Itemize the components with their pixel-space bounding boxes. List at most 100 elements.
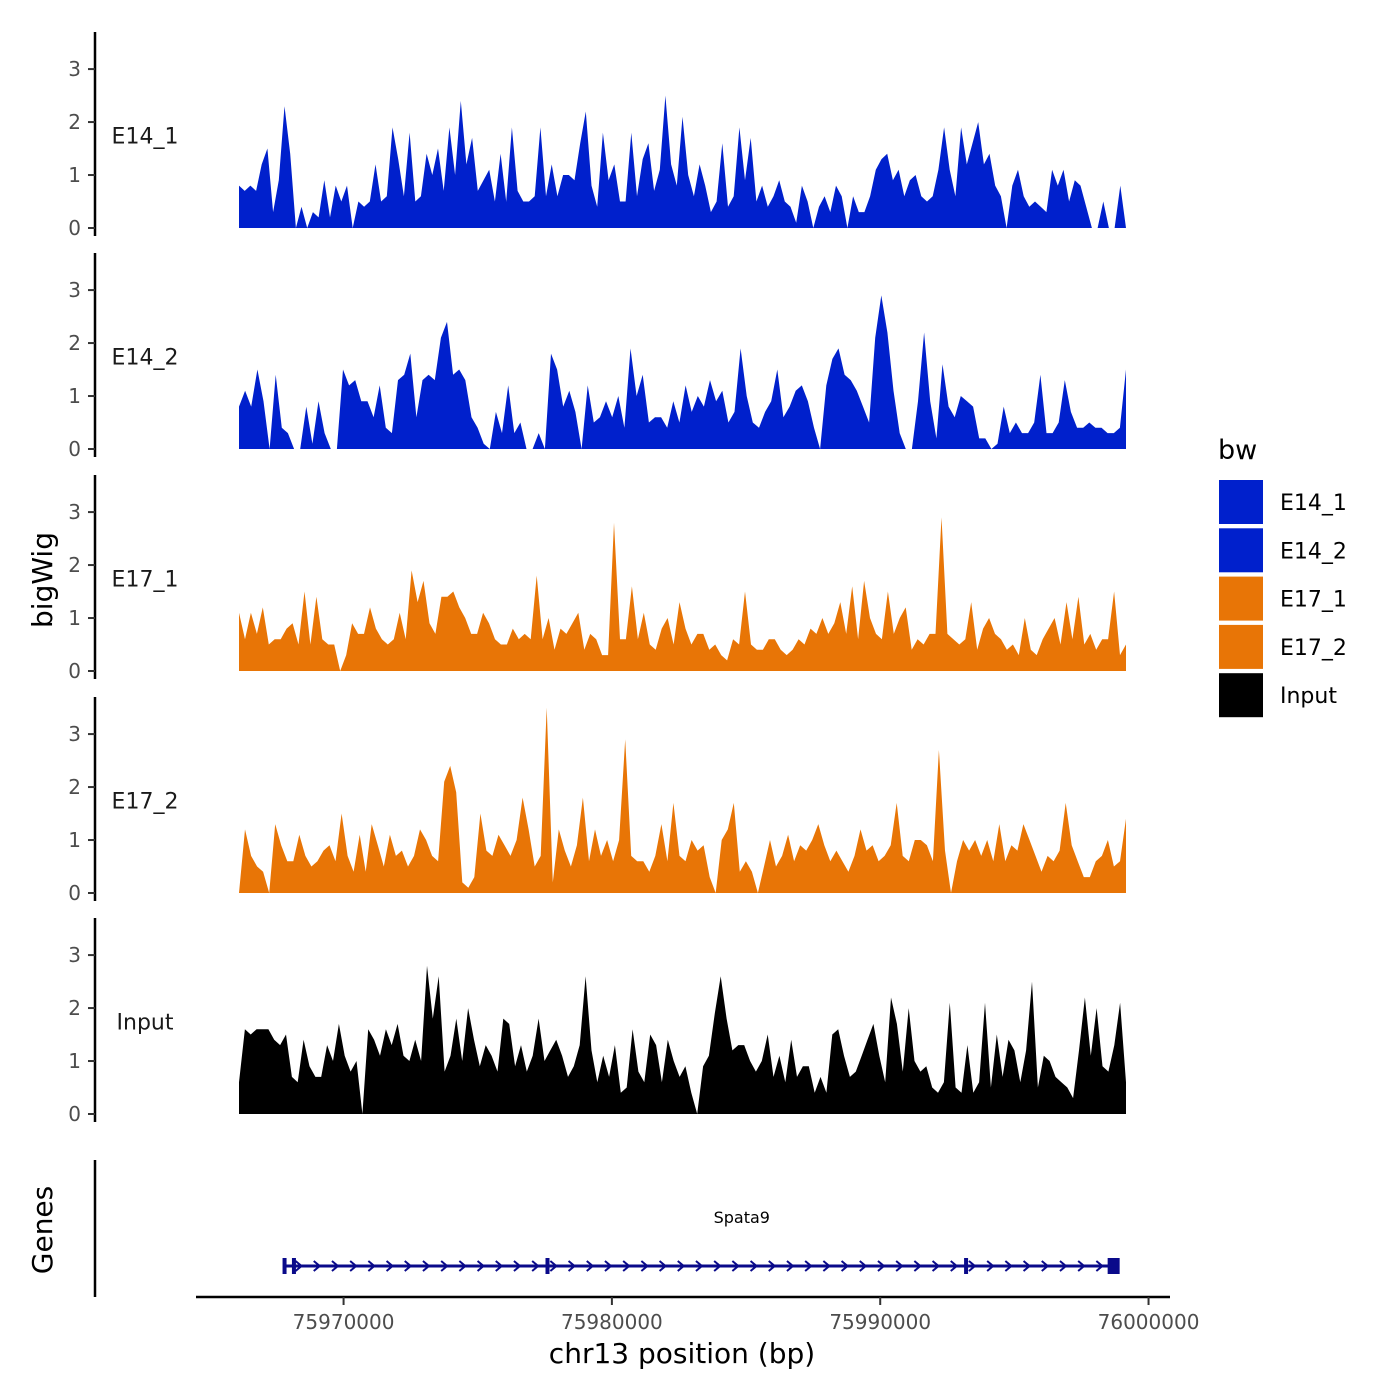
- strand-arrow: [476, 1260, 486, 1272]
- x-tick-label: 75970000: [293, 1310, 395, 1334]
- strand-arrow: [549, 1260, 558, 1272]
- legend-swatch: [1219, 480, 1263, 524]
- legend-swatch: [1219, 673, 1263, 718]
- strand-arrow: [677, 1260, 686, 1272]
- y-tick-label: 2: [68, 110, 81, 134]
- track-E17_2: 0 1 2 3 E17_2: [68, 697, 1126, 905]
- strand-arrow: [731, 1260, 740, 1272]
- strand-arrow: [840, 1260, 850, 1272]
- strand-arrow: [404, 1260, 413, 1272]
- strand-arrow: [1077, 1260, 1086, 1272]
- gene-panel: Spata9: [93, 1160, 1120, 1297]
- area-Input: [239, 965, 1126, 1114]
- y-tick-label: 0: [68, 1102, 81, 1126]
- x-axis: 75970000 75980000 75990000 76000000: [196, 1295, 1200, 1334]
- track-label: E14_1: [112, 124, 179, 149]
- y-tick-label: 3: [68, 57, 81, 81]
- exon: [291, 1258, 296, 1274]
- track-label: E17_1: [112, 567, 179, 592]
- y-tick-label: 1: [68, 384, 81, 408]
- track-panels: 0 1 2 3 E14_1 0 1 2 3 E14_2 0 1 2 3 E17_1 0 1 2 3 E17_2 0 1 2 3…: [68, 32, 1126, 1126]
- strand-arrow: [695, 1260, 704, 1272]
- y-tick-label: 2: [68, 775, 81, 799]
- legend-swatch: [1219, 576, 1263, 621]
- track-label: E17_2: [112, 789, 179, 814]
- gene-label: Spata9: [714, 1208, 770, 1227]
- area-E14_1: [239, 95, 1126, 228]
- legend-label: E14_1: [1280, 491, 1347, 516]
- legend-entry-E17_2: E17_2: [1219, 624, 1347, 669]
- legend-label: E14_2: [1280, 539, 1347, 564]
- legend-title: bw: [1218, 435, 1257, 466]
- y-tick-label: 3: [68, 722, 81, 746]
- strand-arrow: [968, 1260, 977, 1272]
- strand-arrow: [713, 1260, 722, 1272]
- track-E17_1: 0 1 2 3 E17_1: [68, 475, 1126, 683]
- legend-entry-Input: Input: [1219, 673, 1337, 718]
- strand-arrow: [640, 1260, 649, 1272]
- strand-arrow: [1095, 1260, 1104, 1272]
- strand-arrow: [513, 1260, 522, 1272]
- area-E17_1: [239, 517, 1126, 671]
- strand-arrow: [586, 1260, 595, 1272]
- y-tick-label: 1: [68, 606, 81, 630]
- x-tick-label: 75990000: [829, 1310, 931, 1334]
- legend-label: E17_1: [1280, 588, 1347, 613]
- legend-label: E17_2: [1280, 636, 1347, 661]
- track-E14_1: 0 1 2 3 E14_1: [68, 32, 1126, 240]
- strand-arrow: [313, 1260, 322, 1272]
- area-E17_2: [239, 707, 1126, 893]
- strand-arrow: [1022, 1260, 1032, 1272]
- exon: [964, 1258, 969, 1274]
- strand-arrow: [531, 1260, 540, 1272]
- legend-swatch: [1219, 528, 1263, 573]
- y-tick-label: 3: [68, 943, 81, 967]
- strand-arrow: [931, 1260, 941, 1272]
- legend-swatch: [1219, 624, 1263, 669]
- exon: [545, 1258, 550, 1274]
- strand-arrow: [1041, 1260, 1050, 1272]
- track-label: Input: [117, 1010, 174, 1035]
- exon: [1107, 1258, 1120, 1274]
- strand-arrow: [658, 1260, 668, 1272]
- y-tick-label: 1: [68, 828, 81, 852]
- y-tick-label: 3: [68, 500, 81, 524]
- strand-arrow: [367, 1260, 376, 1272]
- strand-arrow: [877, 1260, 886, 1272]
- strand-arrow: [385, 1260, 395, 1272]
- strand-arrow: [349, 1260, 358, 1272]
- y-tick-label: 0: [68, 659, 81, 683]
- strand-arrow: [440, 1260, 449, 1272]
- strand-arrow: [786, 1260, 795, 1272]
- y-tick-label: 1: [68, 163, 81, 187]
- track-E14_2: 0 1 2 3 E14_2: [68, 253, 1126, 461]
- legend-entry-E14_1: E14_1: [1219, 480, 1347, 524]
- strand-arrow: [913, 1260, 922, 1272]
- x-tick-label: 75980000: [561, 1310, 663, 1334]
- strand-arrow: [804, 1260, 813, 1272]
- strand-arrow: [567, 1260, 577, 1272]
- x-tick-label: 76000000: [1098, 1310, 1200, 1334]
- y-tick-label: 2: [68, 553, 81, 577]
- genes-panel-title: Genes: [26, 1186, 59, 1274]
- strand-arrow: [822, 1260, 831, 1272]
- strand-arrow: [859, 1260, 868, 1272]
- strand-arrow: [1059, 1260, 1068, 1272]
- y-tick-label: 0: [68, 881, 81, 905]
- y-axis-title: bigWig: [26, 532, 59, 628]
- strand-arrow: [986, 1260, 995, 1272]
- legend: bw E14_1 E14_2 E17_1 E17_2 Input: [1218, 435, 1347, 718]
- y-tick-label: 2: [68, 331, 81, 355]
- area-E14_2: [239, 295, 1126, 449]
- gene-Spata9: Spata9: [282, 1208, 1120, 1274]
- y-tick-label: 0: [68, 216, 81, 240]
- strand-arrow: [331, 1260, 340, 1272]
- y-tick-label: 2: [68, 996, 81, 1020]
- y-tick-label: 0: [68, 437, 81, 461]
- strand-arrow: [1004, 1260, 1013, 1272]
- y-tick-label: 1: [68, 1049, 81, 1073]
- strand-arrow: [604, 1260, 613, 1272]
- strand-arrow: [495, 1260, 504, 1272]
- legend-entry-E14_2: E14_2: [1219, 528, 1347, 573]
